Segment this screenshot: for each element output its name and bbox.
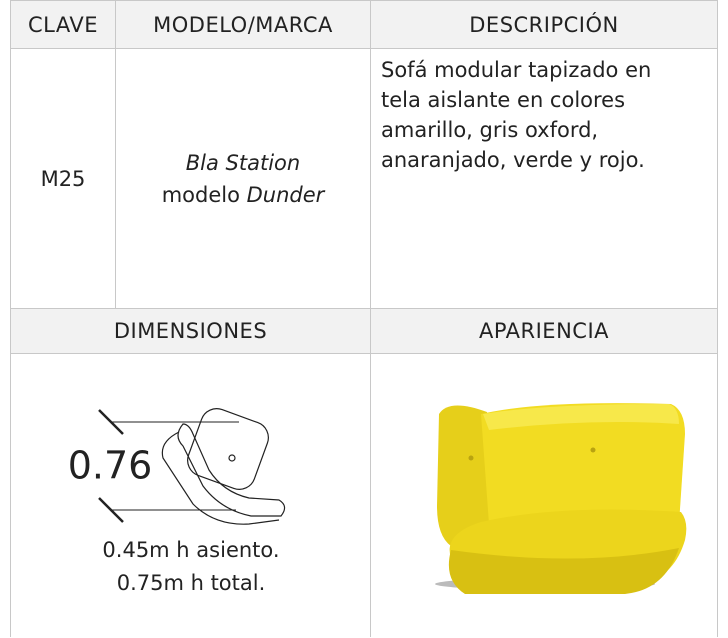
model-prefix: modelo bbox=[161, 182, 240, 207]
section-header: APARIENCIA bbox=[370, 308, 718, 353]
header-text: DIMENSIONES bbox=[113, 319, 268, 343]
key: M25 bbox=[40, 166, 86, 191]
section-header: DIMENSIONES bbox=[10, 308, 370, 353]
header-text: DESCRIPCIÓN bbox=[469, 12, 619, 37]
dimension-drawing: 0.76 0.45m h asiento. 0.75m h total. bbox=[68, 408, 286, 595]
description-line: Sofá modular tapizado en bbox=[381, 58, 652, 82]
header-cell: DESCRIPCIÓN bbox=[370, 0, 718, 48]
header-cell: CLAVE bbox=[10, 0, 115, 48]
description-line: anaranjado, verde y rojo. bbox=[381, 148, 645, 172]
seat-height: 0.45m h asiento. bbox=[102, 538, 279, 562]
header-cell: MODELO/MARCA bbox=[115, 0, 370, 48]
model-cell: Bla Station modelo Dunder bbox=[115, 48, 370, 308]
header-text: APARIENCIA bbox=[478, 319, 610, 343]
header-text: CLAVE bbox=[27, 12, 98, 37]
header-text: MODELO/MARCA bbox=[153, 12, 333, 37]
model: modelo Dunder bbox=[162, 179, 325, 211]
key-cell: M25 bbox=[10, 48, 115, 308]
width-label: 0.76 bbox=[68, 444, 153, 488]
dimensions-cell: 0.76 0.45m h asiento. 0.75m h total. bbox=[10, 353, 370, 637]
description-line: amarillo, gris oxford, bbox=[381, 118, 599, 142]
description-cell: Sofá modular tapizado en tela aislante e… bbox=[370, 48, 718, 308]
description-line: tela aislante en colores bbox=[381, 88, 626, 112]
total-height: 0.75m h total. bbox=[117, 571, 266, 595]
brand: Bla Station bbox=[185, 150, 301, 175]
appearance-cell bbox=[370, 353, 718, 637]
sofa-image bbox=[435, 403, 687, 594]
model-name: Dunder bbox=[246, 182, 325, 207]
